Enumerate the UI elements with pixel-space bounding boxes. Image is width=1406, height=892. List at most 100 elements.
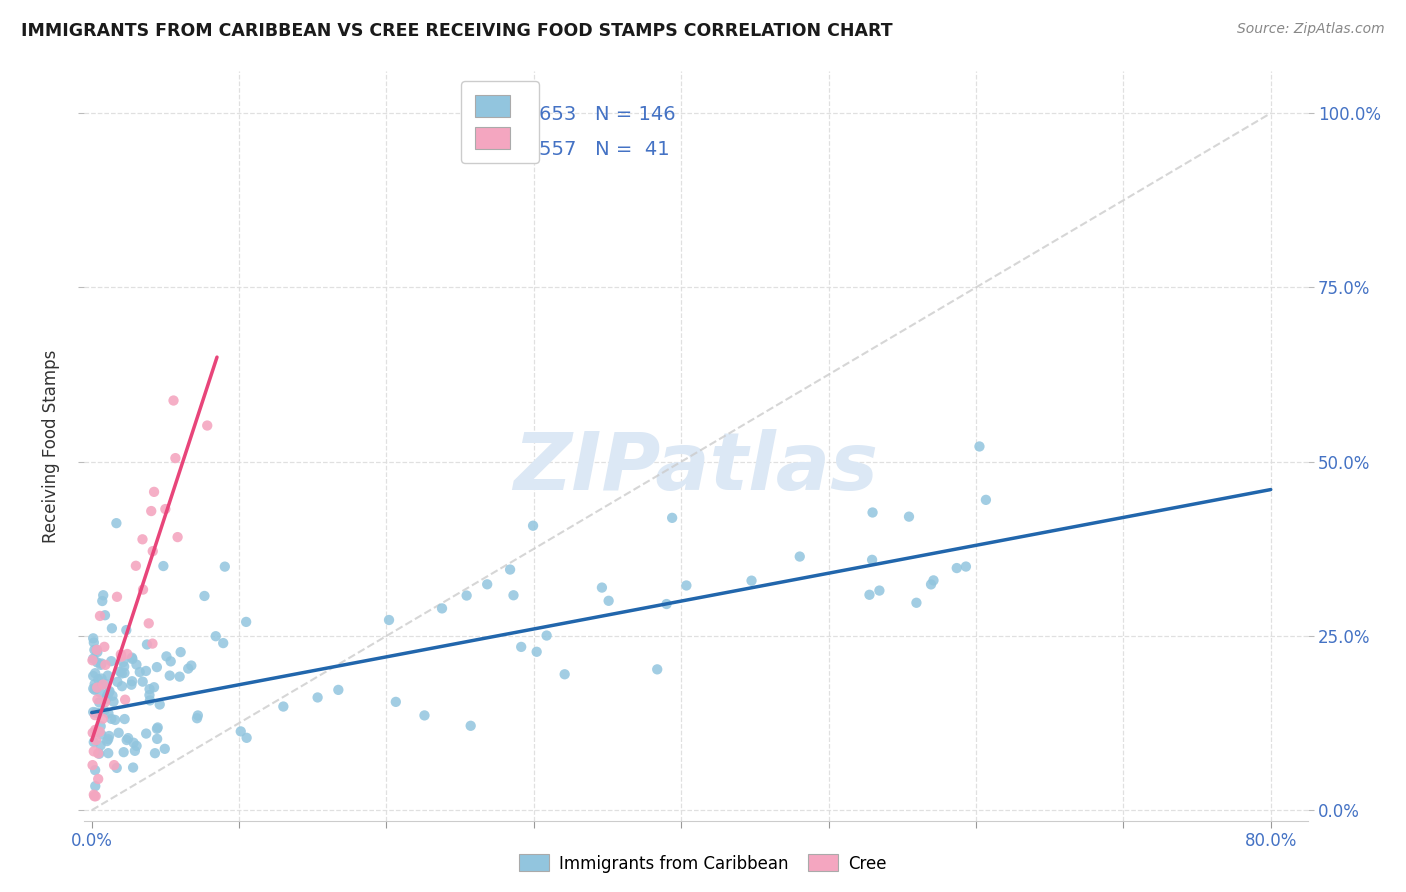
Point	[860, 553, 883, 567]
Point	[149, 698, 172, 712]
Point	[100, 654, 122, 668]
Point	[84, 708, 107, 723]
Point	[89, 685, 111, 699]
Text: ZIPatlas: ZIPatlas	[513, 429, 879, 508]
Point	[955, 559, 977, 574]
Point	[91, 712, 114, 726]
Point	[111, 679, 134, 693]
Point	[84, 723, 107, 737]
Point	[920, 577, 942, 591]
Point	[112, 655, 135, 669]
Point	[82, 705, 104, 719]
Point	[117, 731, 139, 745]
Point	[235, 731, 257, 745]
Point	[146, 660, 169, 674]
Point	[86, 645, 108, 659]
Point	[89, 609, 111, 624]
Point	[598, 594, 620, 608]
Point	[141, 637, 163, 651]
Point	[121, 650, 143, 665]
Point	[86, 725, 108, 739]
Point	[110, 649, 132, 664]
Point	[131, 533, 153, 547]
Point	[96, 734, 118, 748]
Point	[97, 732, 120, 747]
Point	[456, 589, 478, 603]
Point	[101, 621, 124, 635]
Point	[86, 656, 108, 670]
Point	[114, 692, 136, 706]
Point	[90, 728, 112, 742]
Point	[143, 680, 166, 694]
Point	[138, 688, 160, 702]
Point	[94, 677, 117, 691]
Point	[131, 674, 153, 689]
Point	[91, 594, 114, 608]
Point	[554, 667, 576, 681]
Point	[193, 589, 215, 603]
Point	[93, 704, 115, 718]
Point	[143, 746, 166, 760]
Point	[97, 706, 120, 721]
Point	[898, 509, 921, 524]
Point	[105, 761, 128, 775]
Point	[121, 652, 143, 666]
Point	[93, 640, 115, 654]
Point	[125, 657, 148, 672]
Point	[94, 657, 117, 672]
Point	[122, 736, 145, 750]
Point	[121, 674, 143, 689]
Point	[155, 649, 177, 664]
Point	[84, 779, 107, 793]
Legend: Immigrants from Caribbean, Cree: Immigrants from Caribbean, Cree	[512, 847, 894, 880]
Point	[146, 721, 169, 735]
Point	[536, 628, 558, 642]
Point	[204, 629, 226, 643]
Point	[87, 772, 110, 786]
Point	[195, 418, 218, 433]
Point	[235, 615, 257, 629]
Point	[128, 665, 150, 679]
Point	[90, 719, 112, 733]
Point	[385, 695, 408, 709]
Point	[510, 640, 533, 654]
Point	[159, 654, 181, 668]
Point	[86, 642, 108, 657]
Point	[83, 788, 105, 802]
Point	[84, 763, 107, 777]
Point	[90, 739, 112, 753]
Point	[139, 693, 162, 707]
Point	[945, 561, 967, 575]
Point	[229, 724, 252, 739]
Point	[87, 747, 110, 761]
Point	[82, 681, 104, 696]
Point	[89, 724, 111, 739]
Point	[91, 677, 114, 691]
Text: R = 0.653   N = 146: R = 0.653 N = 146	[478, 105, 676, 124]
Point	[83, 744, 105, 758]
Point	[477, 577, 499, 591]
Point	[90, 657, 112, 671]
Point	[110, 648, 132, 662]
Point	[138, 616, 160, 631]
Point	[162, 393, 184, 408]
Point	[82, 726, 104, 740]
Point	[112, 745, 135, 759]
Point	[87, 673, 110, 687]
Point	[114, 712, 136, 726]
Point	[82, 651, 104, 665]
Point	[82, 758, 104, 772]
Point	[138, 682, 160, 697]
Point	[862, 506, 884, 520]
Point	[86, 643, 108, 657]
Point	[112, 659, 135, 673]
Point	[83, 677, 105, 691]
Point	[83, 635, 105, 649]
Y-axis label: Receiving Food Stamps: Receiving Food Stamps	[42, 350, 60, 542]
Point	[86, 681, 108, 695]
Point	[741, 574, 763, 588]
Point	[307, 690, 329, 705]
Point	[661, 511, 683, 525]
Point	[83, 682, 105, 697]
Point	[125, 739, 148, 753]
